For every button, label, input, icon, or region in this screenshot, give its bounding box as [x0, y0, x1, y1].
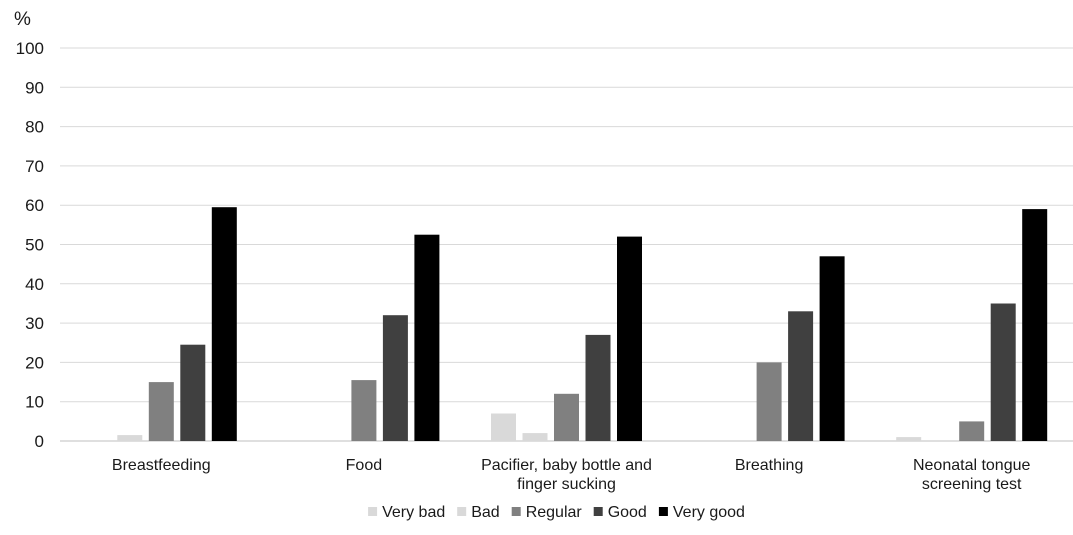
bar-very-bad	[491, 413, 516, 441]
bar-good	[788, 311, 814, 441]
y-tick-label: 0	[35, 432, 44, 451]
bar-very-bad	[896, 437, 922, 441]
x-category-label: Pacifier, baby bottle and finger sucking	[481, 457, 652, 493]
bar-very-good	[414, 234, 440, 441]
legend-label: Very bad	[382, 504, 445, 521]
legend-label: Very good	[673, 504, 745, 521]
bar-very-good	[617, 236, 642, 441]
bar-regular	[756, 362, 782, 441]
y-tick-label: 30	[25, 314, 44, 333]
legend-label: Bad	[471, 504, 499, 521]
legend-swatch	[658, 507, 668, 516]
legend-label: Good	[608, 504, 647, 521]
y-axis-unit-label: %	[14, 9, 31, 30]
bar-good	[990, 303, 1016, 441]
x-category-label: Neonatal tongue screening test	[913, 457, 1031, 493]
legend: Very bad Bad Regular Good Very good	[368, 504, 745, 521]
bar-bad	[117, 435, 143, 441]
x-category-label: Breastfeeding	[112, 457, 211, 474]
y-tick-label: 90	[25, 78, 44, 97]
bar-very-good	[819, 256, 845, 441]
y-tick-label: 70	[25, 157, 44, 176]
y-tick-label: 20	[25, 353, 44, 372]
x-category-label: Breathing	[735, 457, 804, 474]
bar-regular	[554, 393, 579, 441]
y-tick-label: 50	[25, 236, 44, 255]
legend-swatch	[511, 507, 521, 516]
y-tick-label: 60	[25, 196, 44, 215]
bar-bad	[522, 433, 548, 441]
bar-regular	[148, 382, 174, 441]
legend-swatch	[368, 507, 378, 516]
bar-good	[180, 344, 206, 441]
bar-regular	[351, 380, 377, 441]
gridlines: 0 10 20 30 40 50 60 70 80 90 100	[16, 39, 1073, 451]
legend-swatch	[457, 507, 467, 516]
bar-good	[585, 334, 611, 441]
bar-very-good	[211, 207, 237, 441]
bars	[117, 207, 1048, 441]
legend-swatch	[593, 507, 603, 516]
legend-label: Regular	[526, 504, 583, 521]
y-tick-label: 80	[25, 118, 44, 137]
y-tick-label: 10	[25, 393, 44, 412]
y-tick-label: 100	[16, 39, 44, 58]
bar-regular	[959, 421, 985, 441]
axes: Breastfeeding Food Pacifier, baby bottle a…	[112, 457, 1031, 493]
y-tick-label: 40	[25, 275, 44, 294]
x-category-label: Food	[346, 457, 382, 474]
bar-good	[382, 315, 408, 441]
bar-very-good	[1022, 209, 1048, 441]
